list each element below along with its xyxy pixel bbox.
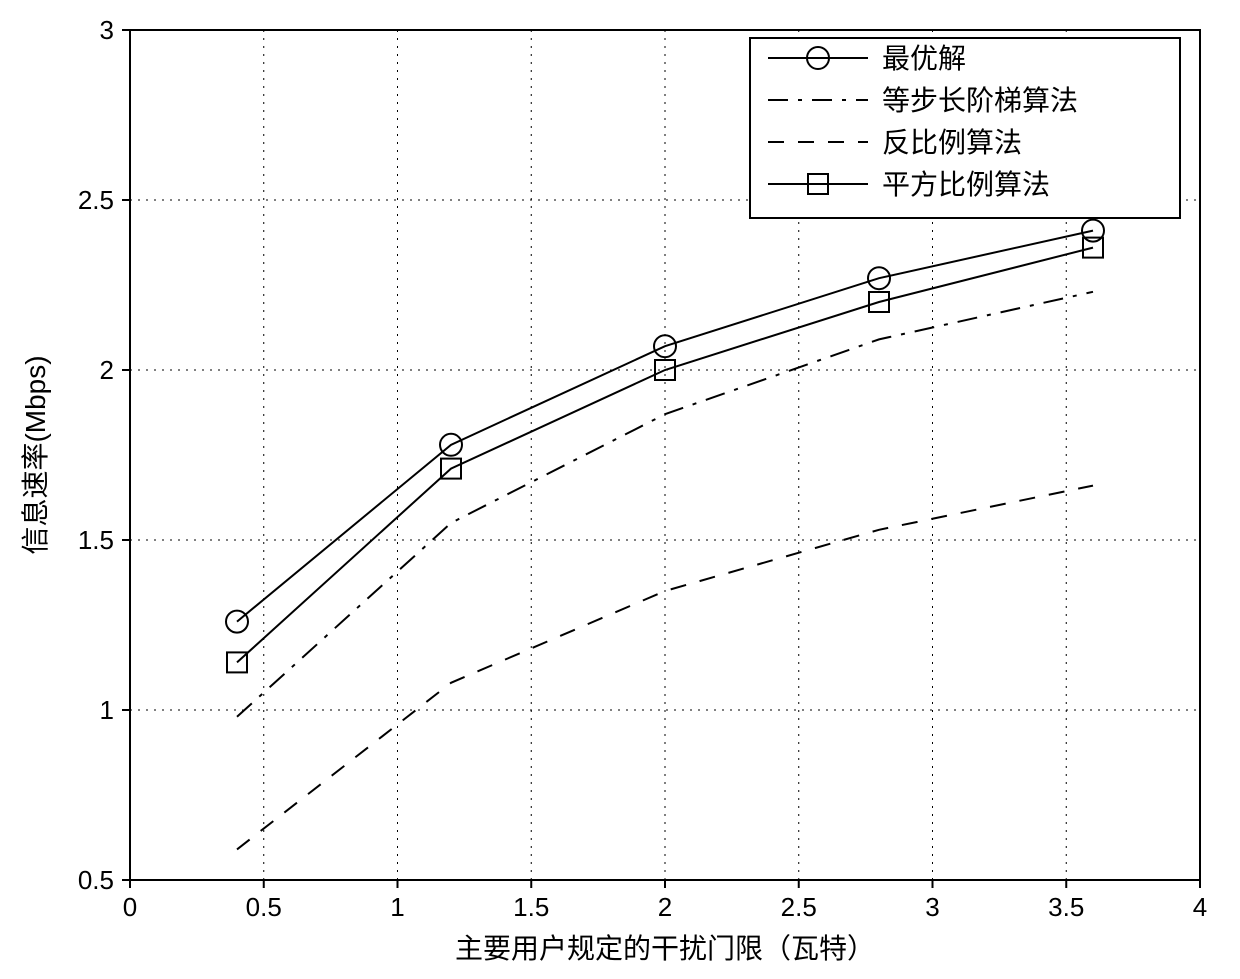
y-axis-label: 信息速率(Mbps) <box>20 355 51 554</box>
line-chart: 0 0.5 1 1.5 2 2.5 3 3.5 4 0.5 1 1.5 2 2.5 3 主要用户规定的干扰门限… <box>0 0 1240 979</box>
series-line-2 <box>237 486 1093 850</box>
y-tick-label: 0.5 <box>78 865 114 895</box>
series-line-0 <box>237 231 1093 622</box>
x-tick-label: 1.5 <box>513 892 549 922</box>
x-tick-label: 1 <box>390 892 404 922</box>
x-tick-label: 0 <box>123 892 137 922</box>
legend-label: 反比例算法 <box>882 127 1022 158</box>
chart-container: 0 0.5 1 1.5 2 2.5 3 3.5 4 0.5 1 1.5 2 2.5 3 主要用户规定的干扰门限… <box>0 0 1240 979</box>
legend-label: 最优解 <box>882 43 966 74</box>
x-tick-label: 0.5 <box>246 892 282 922</box>
y-tick-label: 1.5 <box>78 525 114 555</box>
x-tick-label: 2.5 <box>781 892 817 922</box>
legend-label: 平方比例算法 <box>882 169 1050 200</box>
y-tick-label: 3 <box>100 15 114 45</box>
x-axis-label: 主要用户规定的干扰门限（瓦特） <box>455 933 875 964</box>
legend-label: 等步长阶梯算法 <box>882 85 1078 116</box>
y-tick-label: 2 <box>100 355 114 385</box>
y-tick-label: 2.5 <box>78 185 114 215</box>
x-tick-label: 2 <box>658 892 672 922</box>
x-tick-label: 4 <box>1193 892 1207 922</box>
x-tick-label: 3 <box>925 892 939 922</box>
series-line-1 <box>237 292 1093 717</box>
y-tick-label: 1 <box>100 695 114 725</box>
x-tick-label: 3.5 <box>1048 892 1084 922</box>
